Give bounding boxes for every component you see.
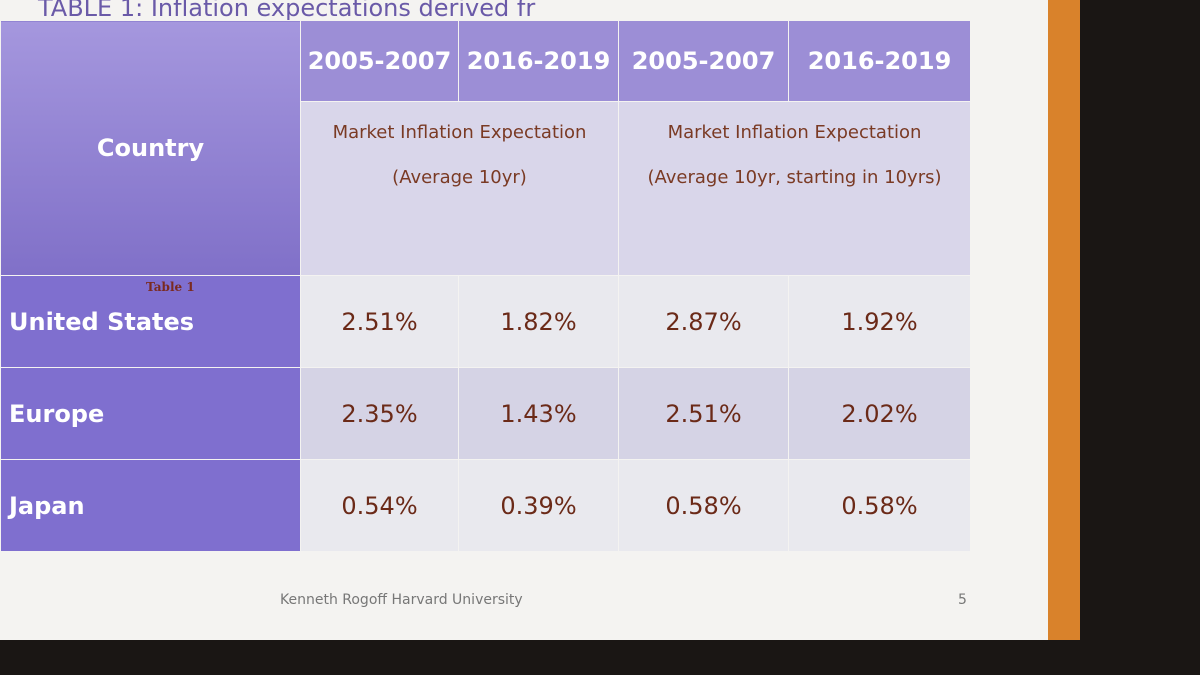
row-label: Europe (0, 367, 301, 460)
table-row: Japan 0.54% 0.39% 0.58% 0.58% (0, 459, 971, 552)
cell: 2.51% (300, 275, 459, 368)
cell: 2.87% (618, 275, 789, 368)
country-header: Country (0, 20, 301, 276)
group-sub: (Average 10yr, starting in 10yrs) (647, 167, 942, 188)
cell: 2.02% (788, 367, 971, 460)
table: Country 2005-2007 2016-2019 2005-2007 20… (0, 20, 971, 552)
row-label: Japan (0, 459, 301, 552)
cell: 0.58% (788, 459, 971, 552)
cell: 1.43% (458, 367, 619, 460)
group-header: Market Inflation Expectation (Average 10y… (300, 101, 619, 276)
period-header: 2005-2007 (300, 20, 459, 102)
cell: 2.51% (618, 367, 789, 460)
footer-author: Kenneth Rogoff Harvard University (280, 592, 523, 608)
group-label: Market Inflation Expectation (667, 122, 922, 143)
cell: 1.82% (458, 275, 619, 368)
cell: 1.92% (788, 275, 971, 368)
title: TABLE 1: Inflation expectations derived … (38, 0, 536, 22)
cell: 0.39% (458, 459, 619, 552)
table-note: Table 1 (146, 280, 195, 294)
table-row: Table 1 United States 2.51% 1.82% 2.87% 1… (0, 275, 971, 368)
slide: TABLE 1: Inflation expectations derived … (0, 0, 1080, 640)
group-label: Market Inflation Expectation (332, 122, 587, 143)
page-number: 5 (958, 592, 967, 608)
period-header: 2016-2019 (458, 20, 619, 102)
period-header: 2005-2007 (618, 20, 789, 102)
cell: 0.54% (300, 459, 459, 552)
country-name: United States (9, 307, 195, 336)
row-label: Table 1 United States (0, 275, 301, 368)
group-sub: (Average 10yr) (392, 167, 527, 188)
group-header: Market Inflation Expectation (Average 10y… (618, 101, 971, 276)
cell: 0.58% (618, 459, 789, 552)
table-row: Europe 2.35% 1.43% 2.51% 2.02% (0, 367, 971, 460)
period-header: 2016-2019 (788, 20, 971, 102)
cell: 2.35% (300, 367, 459, 460)
